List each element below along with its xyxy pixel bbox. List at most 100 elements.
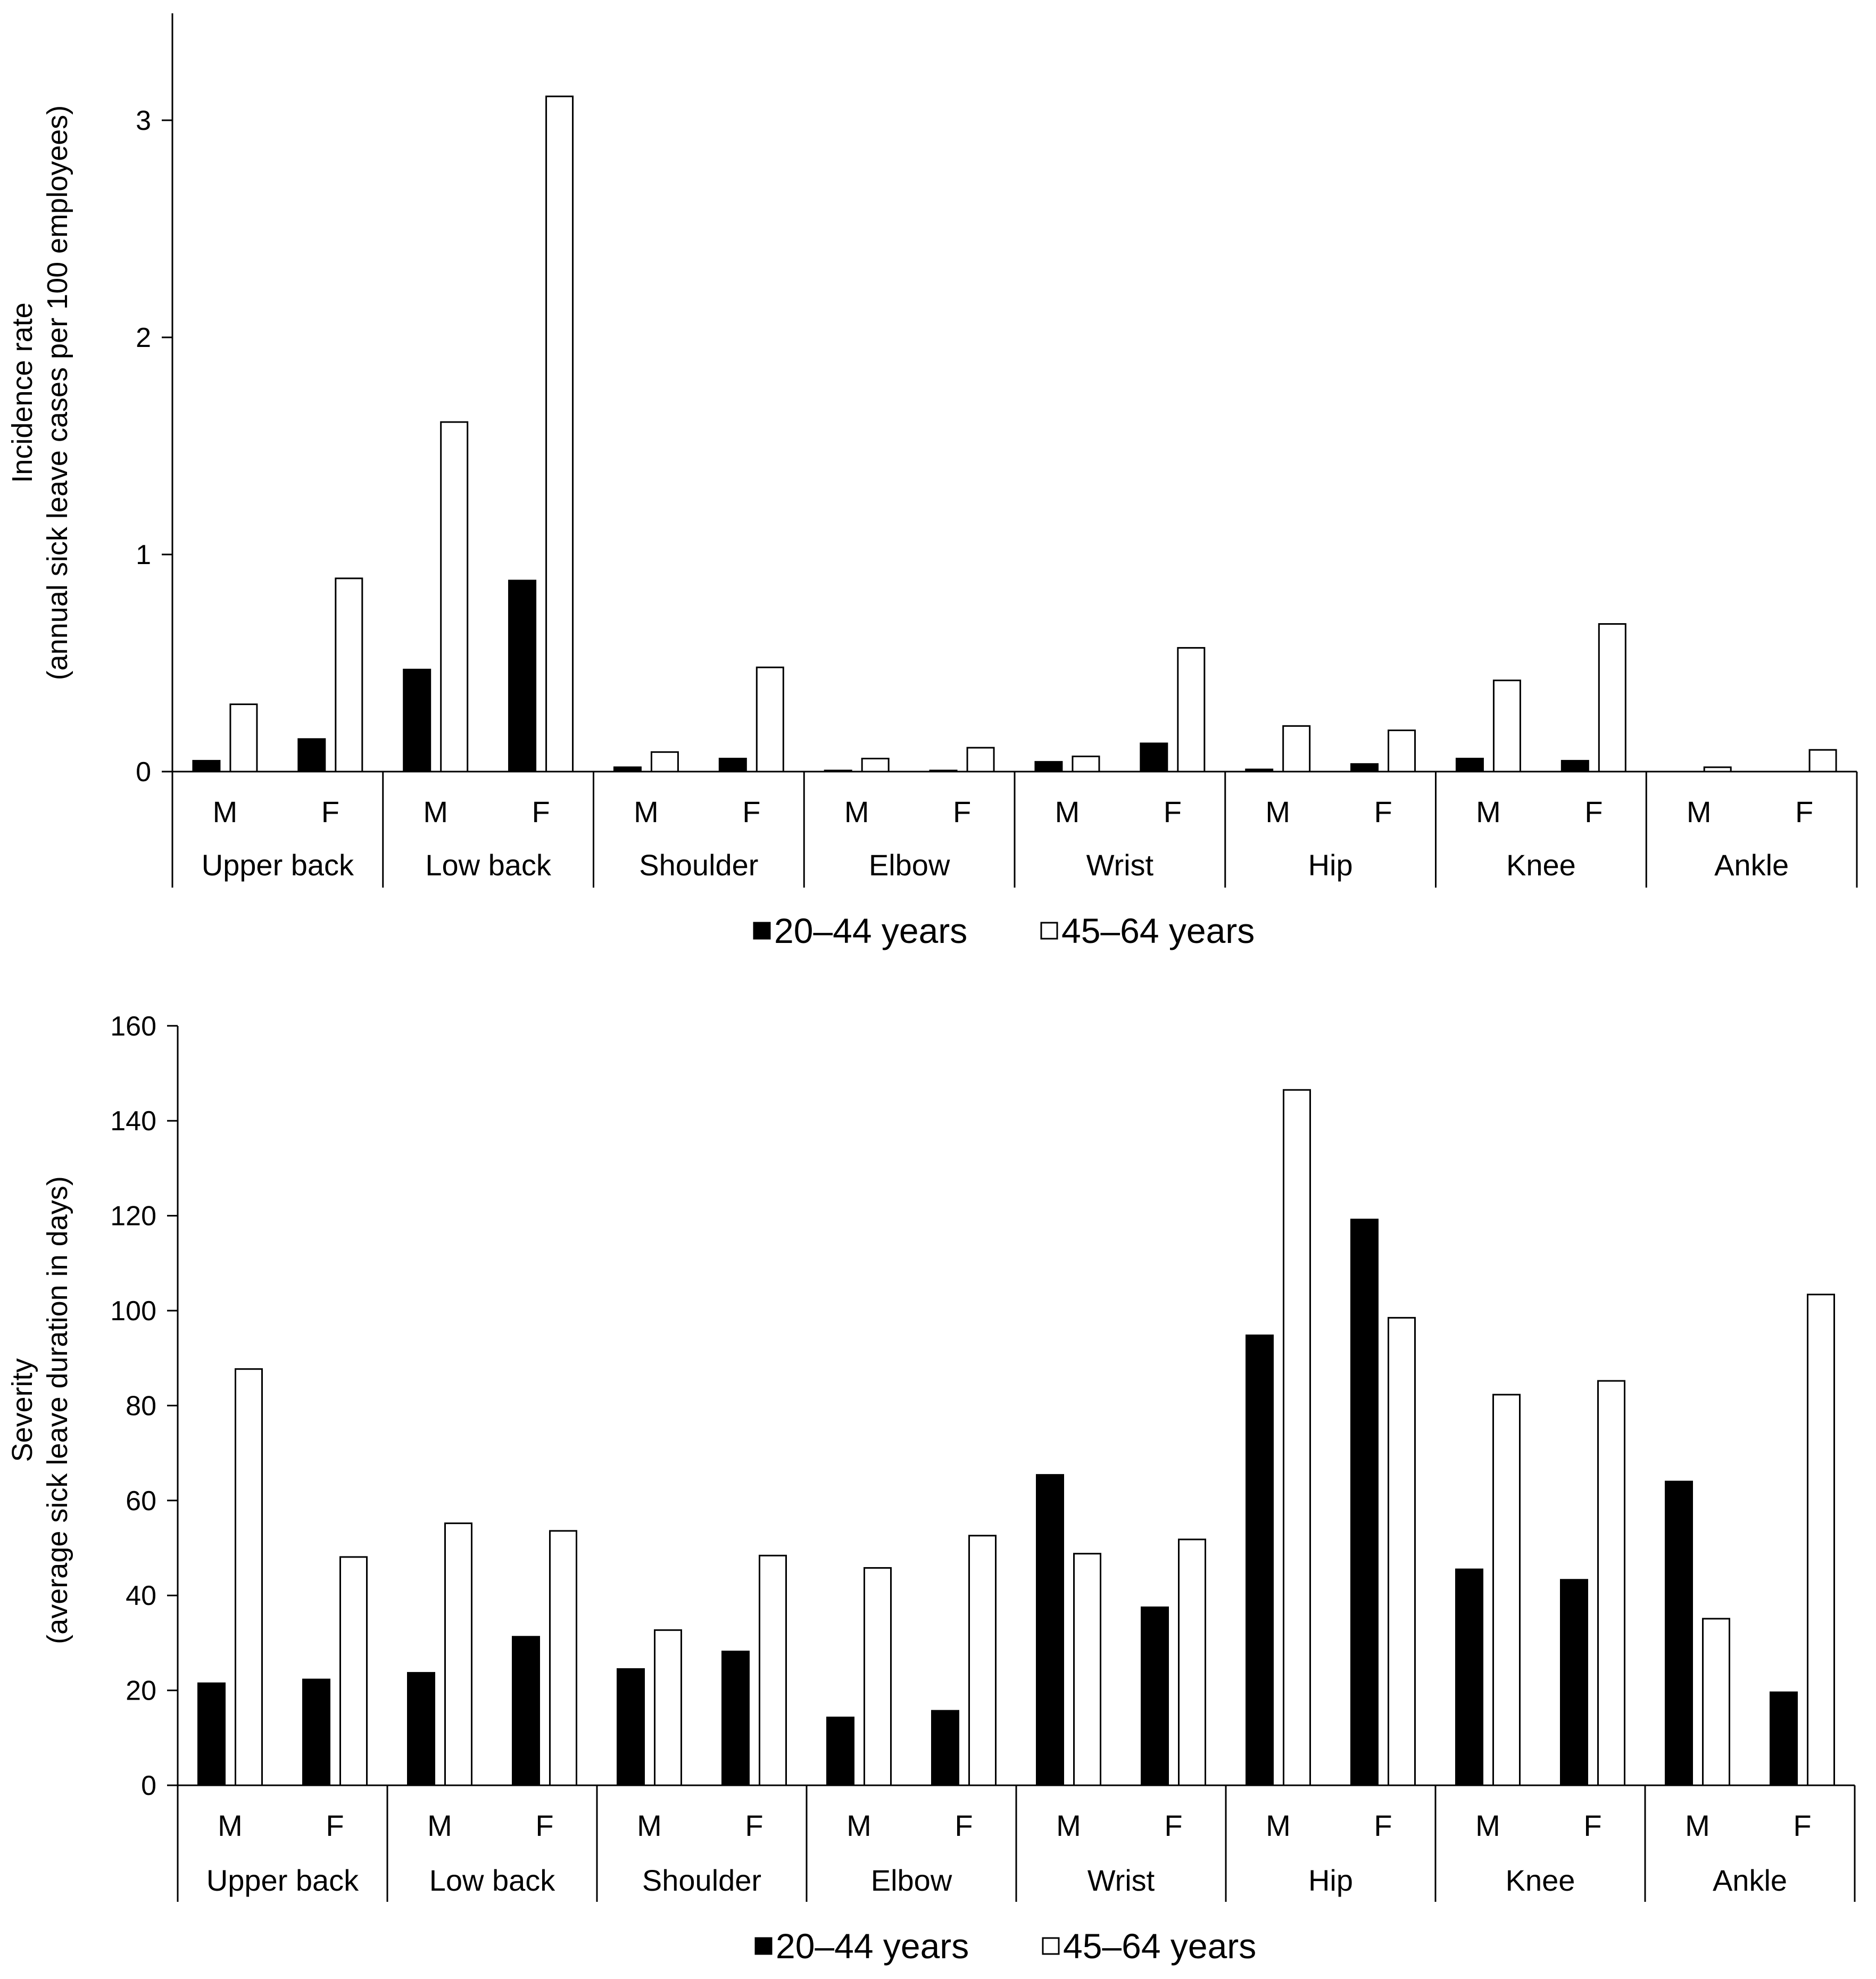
legend: 20–44 years 45–64 years (754, 1926, 1256, 1966)
bar-45-64 (1072, 755, 1100, 773)
bar-20-44 (1665, 1480, 1693, 1786)
sex-label: M (218, 1809, 243, 1842)
category-label: Low back (429, 1864, 556, 1897)
bar-45-64 (654, 1629, 682, 1786)
bar-45-64 (864, 1567, 892, 1786)
bar-20-44 (1770, 1691, 1798, 1786)
bar-20-44 (512, 1636, 540, 1786)
legend-swatch-20-44 (753, 922, 771, 940)
sex-label: M (637, 1809, 662, 1842)
bar-45-64 (650, 751, 679, 773)
sex-label: F (742, 795, 760, 829)
y-tick-label: 40 (126, 1580, 156, 1611)
legend-label-45-64: 45–64 years (1061, 911, 1255, 950)
bar-45-64 (756, 666, 784, 773)
bar-45-64 (1178, 1538, 1206, 1786)
y-tick-label: 0 (136, 757, 151, 788)
sex-label: M (1687, 795, 1712, 829)
sex-label: M (1476, 795, 1501, 829)
bar-20-44 (1455, 758, 1484, 773)
category-label: Hip (1308, 1864, 1353, 1897)
category-label: Hip (1308, 848, 1353, 882)
sex-label: M (1475, 1809, 1500, 1842)
bar-20-44 (1245, 768, 1274, 773)
sex-label: F (532, 795, 550, 829)
legend-swatch-45-64 (1042, 1937, 1060, 1955)
bar-20-44 (1350, 1219, 1379, 1786)
bar-45-64 (229, 703, 258, 773)
sex-label: F (326, 1809, 344, 1842)
bar-45-64 (1808, 749, 1837, 773)
bar-20-44 (1246, 1334, 1274, 1786)
legend-label-20-44: 20–44 years (774, 911, 967, 950)
sex-label: F (1795, 795, 1813, 829)
legend-swatch-20-44 (754, 1937, 773, 1955)
bar-45-64 (235, 1368, 263, 1786)
y-tick-label: 100 (110, 1296, 156, 1327)
bar-45-64 (1388, 729, 1416, 773)
bar-20-44 (1140, 742, 1168, 773)
sex-label: M (846, 1809, 871, 1842)
bar-20-44 (1141, 1607, 1169, 1786)
bar-45-64 (335, 577, 363, 773)
bar-45-64 (966, 747, 995, 773)
sex-label: F (1793, 1809, 1811, 1842)
bar-45-64 (1492, 1394, 1521, 1786)
bar-45-64 (339, 1556, 368, 1786)
y-axis-title-sub: (annual sick leave cases per 100 employe… (41, 105, 73, 681)
category-label: Low back (425, 848, 552, 882)
bar-20-44 (718, 758, 747, 773)
legend-swatch-45-64 (1040, 922, 1058, 940)
y-tick-label: 0 (141, 1770, 156, 1801)
sex-label: M (1266, 1809, 1291, 1842)
sex-label: M (1055, 795, 1080, 829)
bar-20-44 (826, 1716, 854, 1786)
bar-20-44 (1036, 1474, 1064, 1786)
bar-45-64 (1597, 1380, 1625, 1786)
sex-label: F (745, 1809, 763, 1842)
y-tick-label: 160 (110, 1011, 156, 1042)
bar-45-64 (440, 421, 469, 773)
sex-label: F (954, 1809, 973, 1842)
category-label: Ankle (1714, 848, 1789, 882)
category-label: Wrist (1086, 848, 1154, 882)
legend: 20–44 years 45–64 years (753, 911, 1255, 950)
category-label: Shoulder (642, 1864, 761, 1897)
y-axis-title: Severity (average sick leave duration in … (6, 1176, 73, 1644)
y-tick-label: 3 (136, 105, 151, 136)
y-tick-label: 120 (110, 1201, 156, 1232)
bar-20-44 (824, 769, 852, 773)
bar-20-44 (403, 668, 431, 773)
bar-20-44 (407, 1672, 435, 1786)
sex-label: F (321, 795, 339, 829)
bar-45-64 (1282, 725, 1311, 773)
sex-label: F (1374, 1809, 1392, 1842)
sex-label: F (1164, 1809, 1182, 1842)
bar-45-64 (545, 95, 574, 773)
sex-label: M (213, 795, 238, 829)
y-tick-label: 80 (126, 1390, 156, 1421)
sex-label: M (1265, 795, 1290, 829)
y-axis-title-main: Incidence rate (6, 302, 38, 483)
incidence-rate-chart: 0 1 2 3 Incidence rate (annual sick leave cas… (6, 13, 1858, 950)
bar-20-44 (931, 1710, 959, 1786)
sex-label: F (535, 1809, 553, 1842)
sex-label: M (1685, 1809, 1710, 1842)
bar-20-44 (1455, 1568, 1483, 1786)
bar-20-44 (1560, 1579, 1588, 1786)
sex-label: M (1056, 1809, 1081, 1842)
legend-label-20-44: 20–44 years (776, 1926, 969, 1966)
bar-20-44 (721, 1650, 750, 1786)
bar-20-44 (1560, 760, 1589, 773)
category-label: Upper back (202, 848, 354, 882)
bar-20-44 (192, 760, 221, 773)
sex-label: F (1374, 795, 1392, 829)
y-tick-label: 140 (110, 1106, 156, 1137)
y-tick-label: 1 (136, 540, 151, 570)
bar-20-44 (1350, 763, 1379, 773)
category-label: Knee (1506, 848, 1576, 882)
bar-45-64 (1388, 1316, 1416, 1786)
bar-20-44 (297, 738, 326, 773)
category-label: Ankle (1713, 1864, 1787, 1897)
